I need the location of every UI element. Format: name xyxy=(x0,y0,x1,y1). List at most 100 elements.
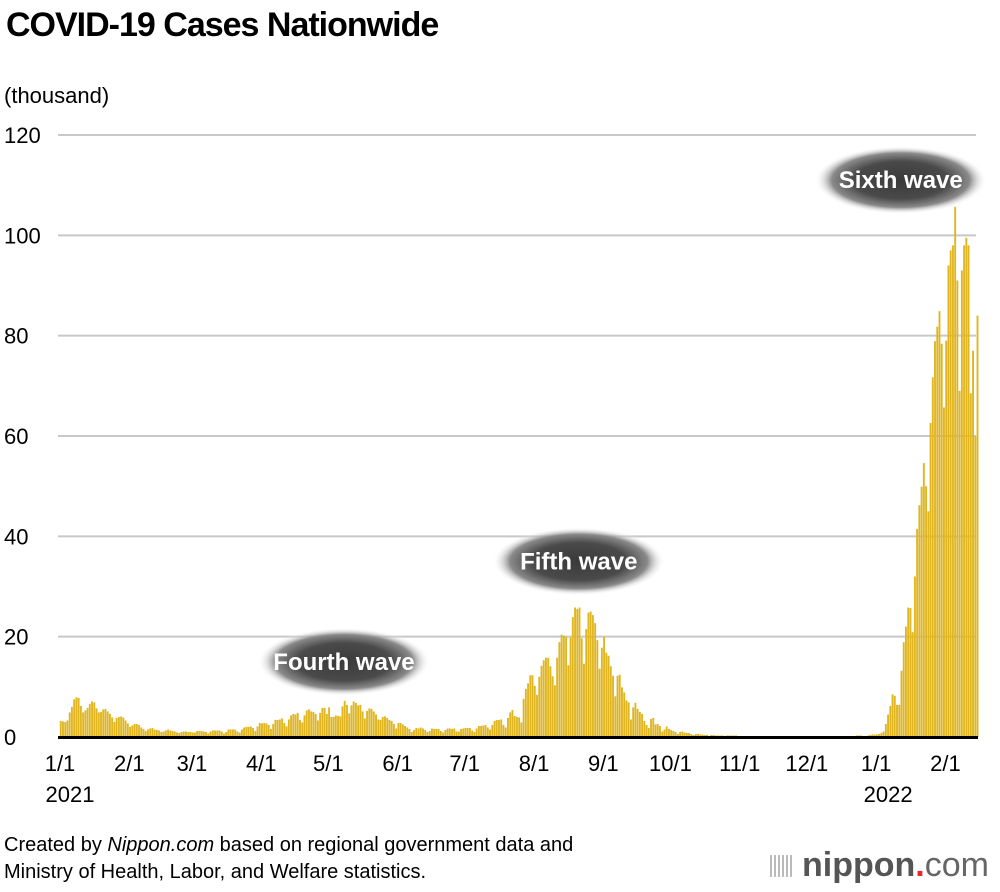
bar xyxy=(294,714,297,737)
bar xyxy=(688,732,691,737)
bar xyxy=(656,723,659,737)
bar xyxy=(363,718,366,737)
bar xyxy=(477,725,480,737)
bar xyxy=(296,712,299,737)
bar xyxy=(120,716,123,737)
x-tick-label: 1/1 xyxy=(45,751,76,776)
bar xyxy=(133,723,136,737)
bar xyxy=(70,706,73,737)
bar xyxy=(654,724,657,737)
bar xyxy=(672,730,675,737)
bar xyxy=(64,721,67,737)
bar xyxy=(316,720,319,737)
bar xyxy=(645,724,648,737)
bar xyxy=(540,665,543,737)
bar xyxy=(594,623,597,737)
bar xyxy=(95,708,98,737)
bar xyxy=(893,695,896,737)
bar xyxy=(949,250,952,737)
bar xyxy=(674,731,677,737)
bar xyxy=(368,708,371,737)
bar xyxy=(178,732,181,737)
bar xyxy=(182,731,185,737)
x-tick-label: 1/1 xyxy=(861,751,892,776)
bar xyxy=(911,632,914,737)
bar xyxy=(448,728,451,737)
bar xyxy=(951,245,954,737)
source-credit: Created by Nippon.com based on regional … xyxy=(4,832,573,886)
bar xyxy=(659,725,661,737)
bar xyxy=(522,698,525,737)
bar xyxy=(307,709,310,737)
bar xyxy=(694,733,697,737)
x-tick-label: 2/1 xyxy=(114,751,145,776)
bar xyxy=(515,716,518,737)
bar xyxy=(925,486,928,737)
bar xyxy=(323,707,326,737)
bar xyxy=(428,730,431,737)
bar xyxy=(703,734,706,737)
bar xyxy=(62,721,64,737)
bar xyxy=(542,660,545,737)
bar xyxy=(187,731,190,737)
bar xyxy=(185,731,187,737)
bar xyxy=(334,715,337,737)
bar xyxy=(976,315,979,737)
y-tick-label: 40 xyxy=(4,524,28,549)
bar xyxy=(967,245,970,737)
bar xyxy=(328,707,331,737)
bar xyxy=(491,724,494,737)
wave-label-bubble xyxy=(492,527,665,596)
bar xyxy=(261,723,263,737)
bar xyxy=(913,576,916,737)
bar xyxy=(585,629,588,737)
bar xyxy=(417,728,420,737)
bar xyxy=(151,727,154,737)
bar xyxy=(504,727,507,737)
bar xyxy=(929,422,932,737)
bar xyxy=(108,713,111,737)
bar xyxy=(889,705,892,737)
bar xyxy=(958,390,961,737)
bar xyxy=(545,657,547,737)
bar xyxy=(245,726,248,737)
bar xyxy=(609,666,612,737)
bar xyxy=(415,727,418,737)
bar xyxy=(629,719,632,737)
bar xyxy=(406,727,409,737)
bar xyxy=(938,311,941,737)
bar xyxy=(274,719,277,737)
bar xyxy=(131,725,134,737)
bar xyxy=(285,726,288,737)
bar xyxy=(634,702,637,737)
bar xyxy=(574,607,576,737)
bar xyxy=(79,705,82,737)
bar xyxy=(200,730,203,737)
bar xyxy=(927,511,930,737)
y-tick-label: 60 xyxy=(4,424,28,449)
x-tick-label: 2/1 xyxy=(930,751,961,776)
bar xyxy=(426,731,429,737)
bar xyxy=(122,717,125,737)
bar xyxy=(410,731,413,737)
bar xyxy=(625,700,628,737)
bar xyxy=(66,720,69,737)
bar xyxy=(211,730,214,737)
bar xyxy=(343,700,346,737)
bar xyxy=(596,640,599,737)
wave-label: Fourth wave xyxy=(273,649,414,676)
bar xyxy=(502,724,505,737)
bar xyxy=(386,717,389,737)
bar xyxy=(524,688,527,737)
credit-brand: Nippon.com xyxy=(107,834,215,856)
wave-label: Sixth wave xyxy=(839,167,963,194)
bar xyxy=(482,725,485,737)
bar xyxy=(424,729,427,737)
bar xyxy=(258,722,261,737)
bar xyxy=(507,717,509,737)
bar xyxy=(439,730,442,737)
bar xyxy=(943,407,945,737)
bar xyxy=(437,728,440,737)
bar xyxy=(276,719,279,737)
